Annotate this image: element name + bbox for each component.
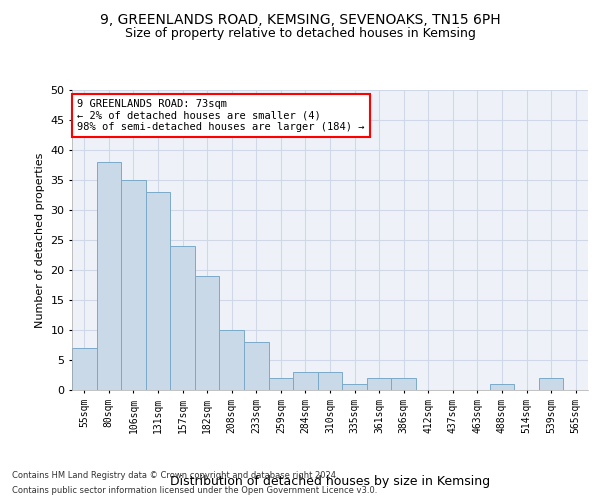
Bar [293, 372, 318, 390]
Text: 9, GREENLANDS ROAD, KEMSING, SEVENOAKS, TN15 6PH: 9, GREENLANDS ROAD, KEMSING, SEVENOAKS, … [100, 12, 500, 26]
Bar [318, 372, 342, 390]
Bar [342, 384, 367, 390]
Text: Contains HM Land Registry data © Crown copyright and database right 2024.: Contains HM Land Registry data © Crown c… [12, 471, 338, 480]
Bar [490, 384, 514, 390]
Bar [269, 378, 293, 390]
Bar [72, 348, 97, 390]
Text: Contains public sector information licensed under the Open Government Licence v3: Contains public sector information licen… [12, 486, 377, 495]
Bar [146, 192, 170, 390]
Bar [220, 330, 244, 390]
Bar [539, 378, 563, 390]
Bar [195, 276, 220, 390]
Y-axis label: Number of detached properties: Number of detached properties [35, 152, 44, 328]
Text: 9 GREENLANDS ROAD: 73sqm
← 2% of detached houses are smaller (4)
98% of semi-det: 9 GREENLANDS ROAD: 73sqm ← 2% of detache… [77, 99, 365, 132]
Bar [170, 246, 195, 390]
Text: Size of property relative to detached houses in Kemsing: Size of property relative to detached ho… [125, 28, 475, 40]
X-axis label: Distribution of detached houses by size in Kemsing: Distribution of detached houses by size … [170, 474, 490, 488]
Bar [121, 180, 146, 390]
Bar [391, 378, 416, 390]
Bar [367, 378, 391, 390]
Bar [97, 162, 121, 390]
Bar [244, 342, 269, 390]
